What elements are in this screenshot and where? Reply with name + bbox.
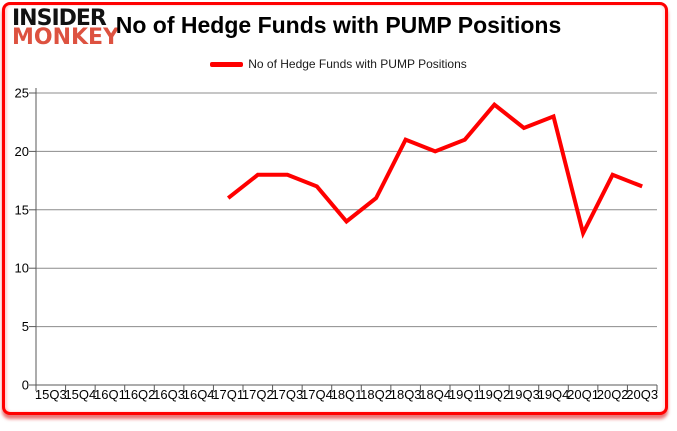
x-axis-label: 16Q3: [153, 387, 185, 402]
x-axis-label: 20Q2: [597, 387, 629, 402]
x-axis-label: 16Q4: [183, 387, 215, 402]
insider-monkey-logo: INSIDER MONKEY: [12, 6, 120, 50]
x-axis-label: 20Q3: [626, 387, 658, 402]
x-axis-label: 16Q1: [94, 387, 126, 402]
x-axis-label: 18Q4: [419, 387, 451, 402]
y-axis-label: 5: [22, 319, 29, 334]
logo-monkey-text: MONKEY: [12, 25, 120, 50]
y-axis-label: 15: [15, 202, 29, 217]
x-axis-label: 19Q3: [508, 387, 540, 402]
legend-label: No of Hedge Funds with PUMP Positions: [248, 57, 467, 71]
x-axis-label: 15Q4: [64, 387, 96, 402]
x-axis-label: 17Q2: [242, 387, 274, 402]
series-line: [226, 101, 643, 239]
chart-title: No of Hedge Funds with PUMP Positions: [115, 12, 562, 38]
logo-insider-text: INSIDER: [12, 6, 107, 31]
legend-line-swatch-icon: [210, 61, 244, 67]
x-axis-label: 19Q2: [478, 387, 510, 402]
y-axis-label: 25: [15, 86, 29, 101]
y-axis-label: 0: [22, 378, 29, 393]
x-axis-label: 18Q3: [390, 387, 422, 402]
x-axis-label: 17Q4: [301, 387, 333, 402]
x-axis-label: 20Q1: [567, 387, 599, 402]
y-axis-label: 10: [15, 261, 29, 276]
x-axis-label: 17Q3: [271, 387, 303, 402]
x-axis-label: 19Q1: [449, 387, 481, 402]
legend: No of Hedge Funds with PUMP Positions: [0, 57, 677, 71]
x-axis-label: 18Q1: [331, 387, 363, 402]
y-axis-label: 20: [15, 144, 29, 159]
x-axis-label: 19Q4: [538, 387, 570, 402]
x-axis-label: 17Q1: [212, 387, 244, 402]
x-axis-label: 18Q2: [360, 387, 392, 402]
x-axis-label: 16Q2: [124, 387, 156, 402]
x-axis-label: 15Q3: [35, 387, 67, 402]
